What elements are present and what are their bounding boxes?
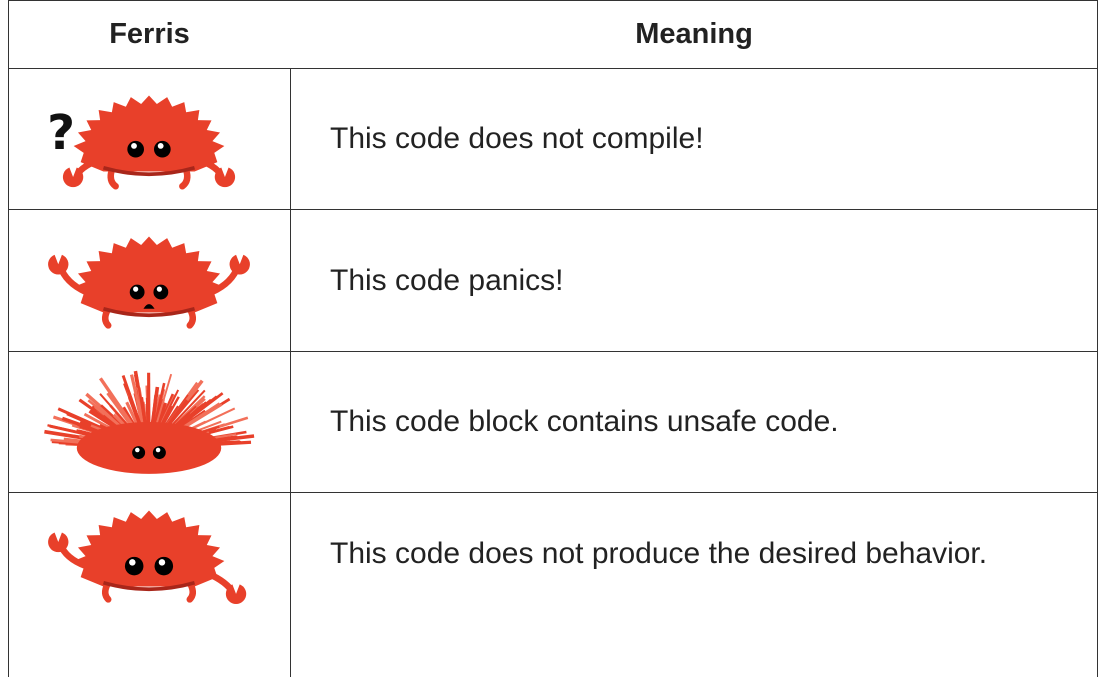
ferris-image [44,370,255,474]
claw-notch [220,164,230,177]
eye-shine [133,286,139,292]
ferris-image [48,236,250,329]
leg [186,307,196,329]
eye-shine [156,286,162,292]
eye [152,445,166,459]
eye [124,556,144,575]
eye-shine [131,142,137,149]
border [290,68,291,677]
claw [214,166,236,187]
ferris-image [48,510,247,604]
column-header: Meaning [635,17,753,50]
border [8,0,1097,1]
eye [154,556,174,575]
border [8,0,9,677]
crab-mouth [102,306,196,318]
spine [129,373,146,430]
claw-notch [231,581,241,594]
spine [99,376,139,432]
leg [102,580,112,603]
ferris-image: ? [47,95,236,189]
eye [132,445,146,459]
border [8,492,1097,493]
eye-shine [157,142,164,149]
eye-shine [158,558,166,566]
spine [152,382,166,430]
annotation: ? [47,105,75,161]
crab-body [73,95,225,171]
claw-notch [235,252,245,265]
spine [135,374,147,430]
meaning: This code panics! [330,263,564,297]
crab-body [73,236,225,313]
eye-shine [135,447,140,452]
claw-notch [53,529,63,542]
claw-notch [68,164,78,177]
eye [129,284,145,300]
crab-mouth [102,165,196,176]
ferris-cell [9,210,289,351]
eye [154,140,171,158]
border [1097,0,1098,677]
ferris-cell [9,352,289,492]
crab-body [73,510,225,586]
border [8,351,1097,352]
meaning: This code does not compile! [330,122,704,155]
urchin-body [76,421,222,474]
column-header: Ferris [109,17,190,50]
claw-notch [53,252,63,265]
meaning: This code block contains unsafe code. [330,405,839,438]
eye-shine [129,558,136,566]
eye-shine [155,447,161,452]
open-mouth [143,304,155,309]
meaning: This code does not produce the desired b… [330,537,988,570]
claw [225,583,247,604]
eye [127,140,144,158]
leg [186,580,196,603]
ferris-cell [9,493,289,615]
ferris-cell: ? [9,69,289,209]
border [8,209,1097,210]
spine [153,373,173,430]
border [8,68,1097,69]
crab-mouth [102,580,196,591]
eye [153,284,169,300]
leg [102,307,112,329]
